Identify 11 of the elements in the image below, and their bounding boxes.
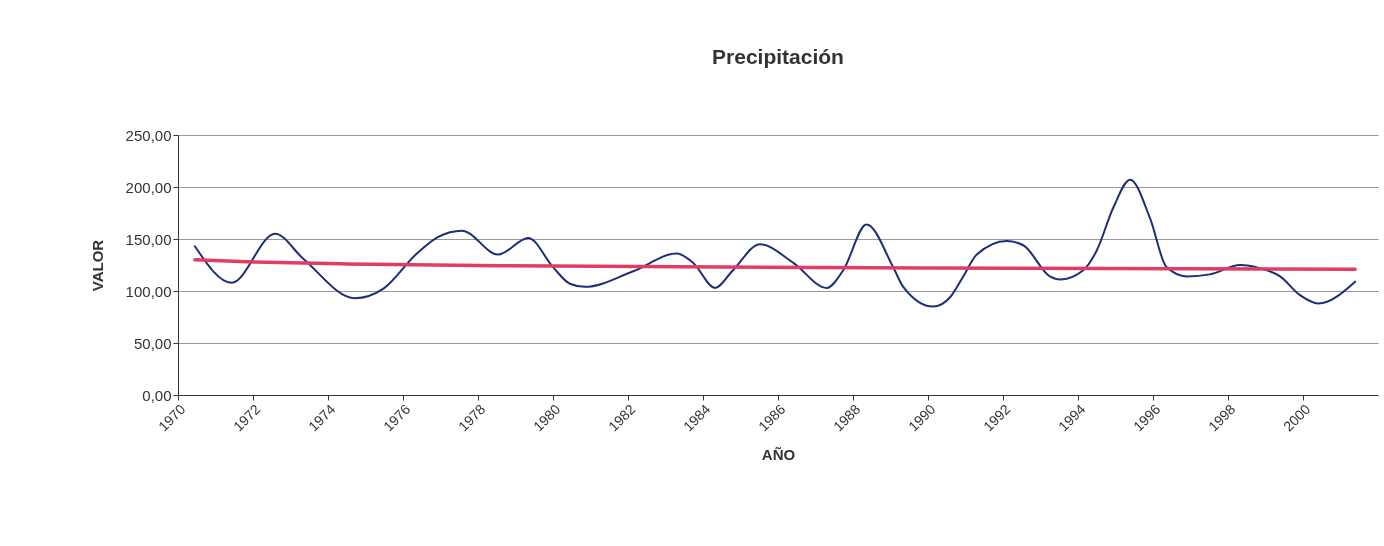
y-tick-label: 50,00 [133,334,172,352]
y-tick-label: 250,00 [125,126,172,144]
chart-title: Precipitación [712,45,844,68]
line-series [193,258,1357,271]
x-axis-title: AÑO [761,446,796,464]
line-series [193,178,1357,308]
y-tick-label: 200,00 [125,178,172,196]
y-axis-title: VALOR [88,239,106,292]
y-tick-label: 150,00 [125,230,172,248]
y-tick-label: 100,00 [125,282,172,300]
y-tick-label: 0,00 [142,386,172,404]
